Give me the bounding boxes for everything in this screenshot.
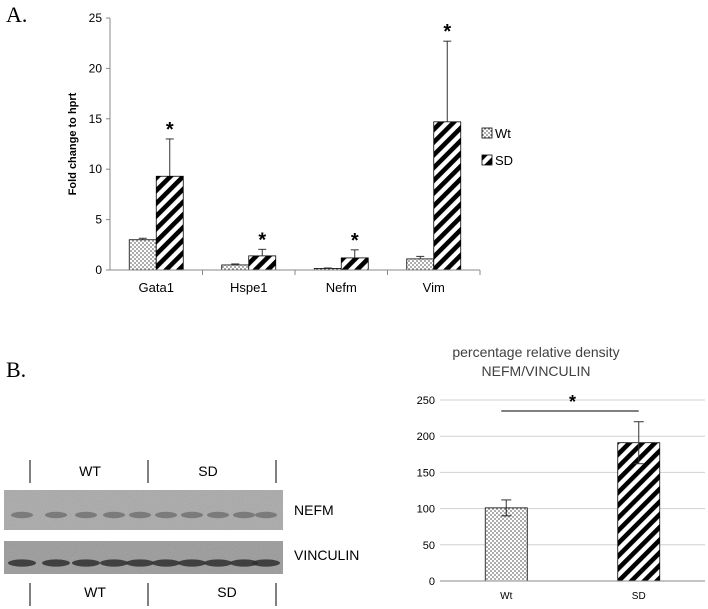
chart-b-bar-sd <box>617 442 661 582</box>
chart-b-subtitle: NEFM/VINCULIN <box>482 363 591 379</box>
chart-a-xtick-label: Hspe1 <box>230 280 268 295</box>
chart-b-ytick-label: 50 <box>423 540 435 552</box>
chart-a-ytick-label: 25 <box>89 11 103 25</box>
blot-nefm-lane <box>255 511 277 519</box>
blot-nefm-lane <box>129 511 151 519</box>
chart-a-significance: * <box>443 21 451 43</box>
blot-nefm-lane <box>181 511 203 519</box>
chart-b-significance: * <box>569 392 576 412</box>
blot-nefm-lane <box>11 511 33 519</box>
western-blot: WT SD WT SD NEFM VINCULIN <box>4 460 359 606</box>
blot-label-nefm: NEFM <box>294 502 334 518</box>
chart-a-bar-sd <box>155 175 184 271</box>
blot-vinculin-lane <box>126 559 154 567</box>
chart-a-bar-wt <box>128 239 157 271</box>
chart-b-xtick-label: SD <box>632 591 646 602</box>
panel-b-label: B. <box>6 357 27 382</box>
chart-a-legend-label-sd: SD <box>495 153 513 168</box>
chart-a-ytick-label: 0 <box>95 263 102 277</box>
chart-b-ytick-label: 250 <box>417 395 435 407</box>
chart-b: percentage relative density NEFM/VINCULI… <box>417 344 705 602</box>
chart-b-ytick-label: 150 <box>417 467 435 479</box>
chart-a-ytick-label: 20 <box>89 61 103 75</box>
chart-b-ytick-label: 0 <box>429 576 435 588</box>
chart-a-legend-label-wt: Wt <box>495 126 511 141</box>
chart-a-xtick-label: Vim <box>423 280 445 295</box>
chart-a: * * * * 0 5 10 15 20 25 Gata1 Hspe1 Nefm Vim Wt SD Fo… <box>67 11 513 295</box>
blot-vinculin-lane <box>152 559 180 567</box>
blot-top-wt: WT <box>79 463 101 479</box>
chart-a-ytick-label: 15 <box>89 112 103 126</box>
chart-a-xtick-label: Nefm <box>326 280 357 295</box>
blot-vinculin-lane <box>230 559 258 567</box>
blot-vinculin-lane <box>100 559 128 567</box>
chart-a-legend-swatch-sd <box>481 154 493 166</box>
chart-a-legend-swatch-wt <box>481 127 493 139</box>
chart-b-xtick-label: Wt <box>500 591 512 602</box>
chart-a-significance: * <box>351 230 359 252</box>
blot-vinculin-lane <box>204 559 232 567</box>
chart-a-bar-sd <box>248 255 277 271</box>
chart-b-title: percentage relative density <box>452 344 619 360</box>
blot-vinculin-lane <box>42 559 70 567</box>
blot-vinculin-lane <box>178 559 206 567</box>
blot-nefm-lane <box>155 511 177 519</box>
blot-nefm-lane <box>75 511 97 519</box>
chart-b-bar-wt <box>484 507 528 582</box>
panel-a-label: A. <box>6 2 28 27</box>
blot-label-vinculin: VINCULIN <box>294 547 359 563</box>
chart-a-ytick-label: 5 <box>95 213 102 227</box>
blot-bottom-sd: SD <box>217 584 236 600</box>
chart-a-bar-sd <box>433 121 462 271</box>
blot-vinculin-lane <box>252 559 280 567</box>
blot-nefm-lane <box>233 511 255 519</box>
blot-nefm-lane <box>103 511 125 519</box>
chart-a-bar-sd <box>340 257 369 271</box>
chart-a-bar-wt <box>406 258 435 271</box>
blot-nefm-lane <box>45 511 67 519</box>
chart-b-ytick-label: 100 <box>417 504 435 516</box>
chart-b-ytick-label: 200 <box>417 431 435 443</box>
blot-bottom-wt: WT <box>84 584 106 600</box>
blot-nefm-lane <box>207 511 229 519</box>
chart-a-bar-wt <box>221 264 250 271</box>
chart-a-ylabel: Fold change to hprt <box>67 92 79 195</box>
chart-a-xtick-label: Gata1 <box>139 280 174 295</box>
chart-a-significance: * <box>166 119 174 141</box>
blot-vinculin-lane <box>72 559 100 567</box>
blot-top-sd: SD <box>198 463 217 479</box>
blot-vinculin-lane <box>8 559 36 567</box>
chart-a-ytick-label: 10 <box>89 162 103 176</box>
chart-a-significance: * <box>258 229 266 251</box>
